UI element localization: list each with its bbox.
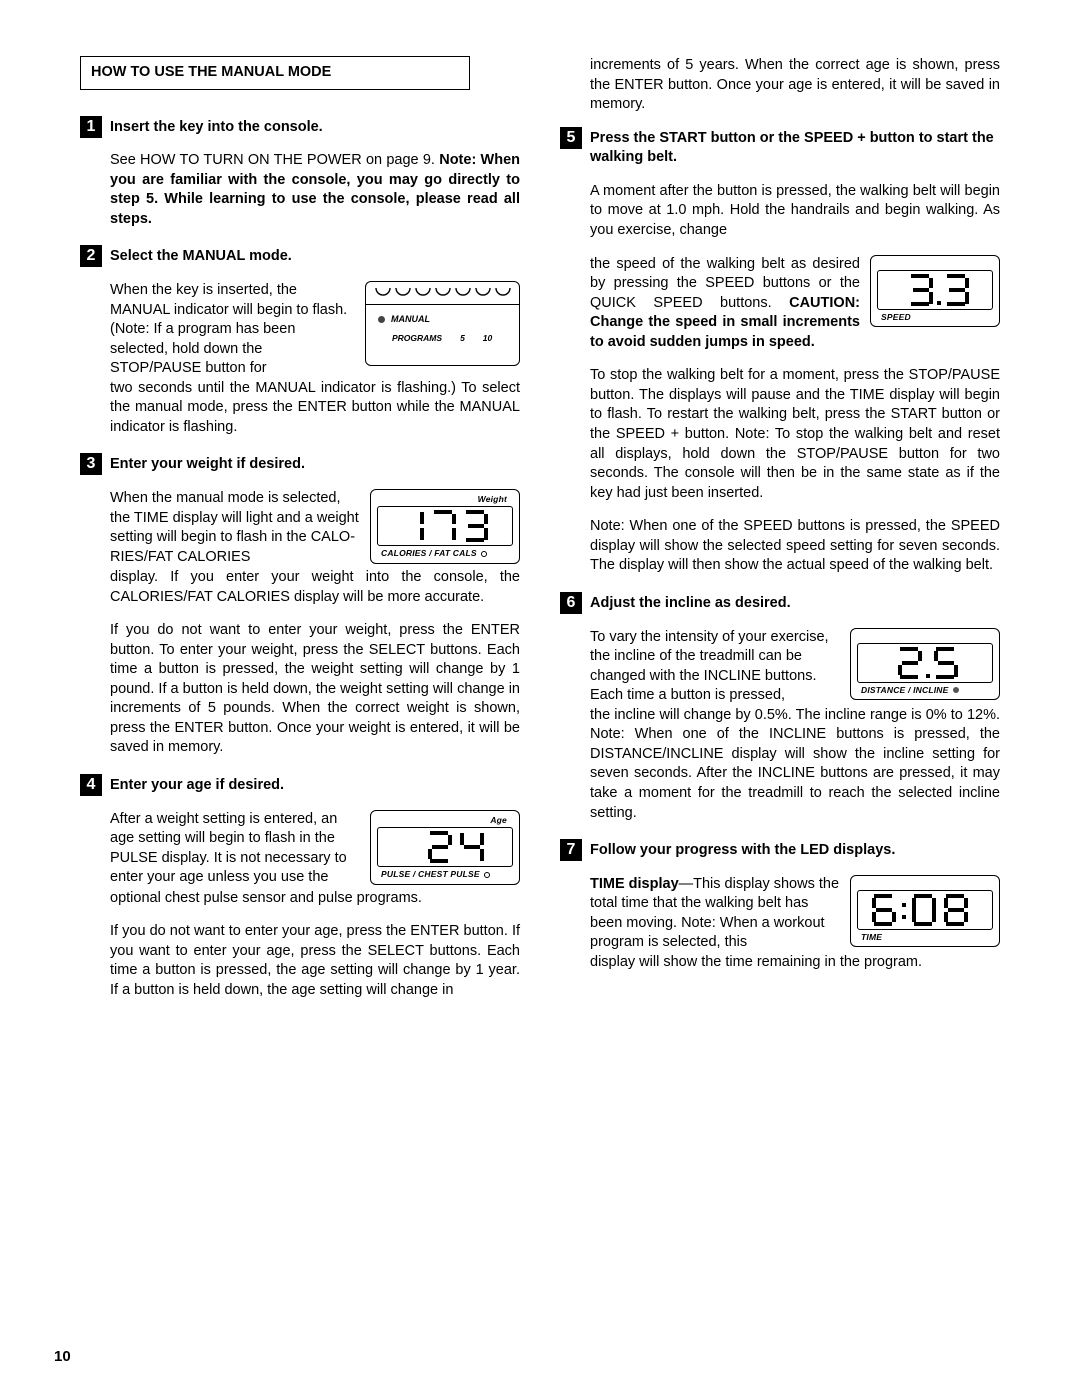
speed-bot-label: SPEED <box>881 312 911 323</box>
weight-bot-label: CALORIES / FAT CALS <box>381 548 477 559</box>
step-5-p4: Note: When one of the SPEED buttons is p… <box>590 517 1000 576</box>
step-1-p1a: See HOW TO TURN ON THE POWER on page 9. <box>110 152 439 168</box>
section-title: HOW TO USE THE MANUAL MODE <box>80 56 470 90</box>
step-7-number: 7 <box>560 839 582 861</box>
step-2-body: MANUAL PROGRAMS 5 10 When the key is inser… <box>110 281 520 379</box>
step-6-p2: the incline will change by 0.5%. The inc… <box>590 706 1000 823</box>
step-3-p3: If you do not want to enter your weight,… <box>110 621 520 758</box>
speed-lcd <box>877 270 993 310</box>
step-1-body: See HOW TO TURN ON THE POWER on page 9. … <box>110 151 520 229</box>
right-top-continuation: increments of 5 years. When the correct … <box>560 56 1000 115</box>
step-4-number: 4 <box>80 774 102 796</box>
step-2-p2: two seconds until the MANUAL indicator i… <box>110 379 520 438</box>
time-lcd <box>857 890 993 930</box>
step-7-body1: TIME TIME display—This display shows the… <box>590 875 1000 953</box>
incline-display: DISTANCE / INCLINE <box>850 628 1000 700</box>
step-4-p1: After a weight setting is entered, an ag… <box>110 811 347 886</box>
step-4: 4 Enter your age if desired. Age <box>80 776 520 1000</box>
mode-label-manual: MANUAL <box>391 313 430 325</box>
mode-label-programs: PROGRAMS <box>392 333 442 344</box>
step-2: 2 Select the MANUAL mode. <box>80 247 520 437</box>
age-top-label: Age <box>377 815 513 827</box>
step-5-title: Press the START button or the SPEED + bu… <box>590 129 1000 168</box>
step-1-number: 1 <box>80 116 102 138</box>
step-2-number: 2 <box>80 245 102 267</box>
step-3-p1: When the manual mode is selected, the TI… <box>110 490 359 565</box>
step-6-p1: To vary the intensity of your exercise, … <box>590 629 829 704</box>
step-4-p2: optional chest pulse sensor and pulse pr… <box>110 889 520 909</box>
mode-n10: 10 <box>483 333 492 344</box>
step-5-p1: A moment after the button is pressed, th… <box>590 182 1000 241</box>
weight-lcd <box>377 506 513 546</box>
step-3-title: Enter your weight if desired. <box>110 455 520 475</box>
step-5-p3: To stop the walking belt for a moment, p… <box>590 366 1000 503</box>
step-3: 3 Enter your weight if desired. Weight <box>80 455 520 758</box>
manual-page: HOW TO USE THE MANUAL MODE 1 Insert the … <box>0 0 1080 1397</box>
step-3-number: 3 <box>80 453 102 475</box>
weight-top-label: Weight <box>377 494 513 506</box>
time-bot-label: TIME <box>861 932 882 943</box>
step-2-p1: When the key is inserted, the MANUAL ind… <box>110 282 347 376</box>
step-5-p2: SPEED the speed of the walking belt as d… <box>590 255 1000 353</box>
two-column-layout: HOW TO USE THE MANUAL MODE 1 Insert the … <box>80 56 1000 1000</box>
right-column: increments of 5 years. When the correct … <box>560 56 1000 1000</box>
incline-lcd <box>857 643 993 683</box>
step-7-p2: display will show the time remaining in … <box>590 953 1000 973</box>
step-1: 1 Insert the key into the console. See H… <box>80 118 520 230</box>
age-lcd <box>377 827 513 867</box>
step-3-body1: Weight <box>110 489 520 568</box>
time-display: TIME <box>850 875 1000 947</box>
step-7: 7 Follow your progress with the LED disp… <box>560 841 1000 972</box>
step-5: 5 Press the START button or the SPEED + … <box>560 129 1000 576</box>
page-number: 10 <box>54 1347 71 1367</box>
step-5-p2c: avoid sudden jumps in speed. <box>604 334 815 350</box>
step-6-title: Adjust the incline as desired. <box>590 594 1000 614</box>
weight-display: Weight <box>370 489 520 564</box>
left-column: HOW TO USE THE MANUAL MODE 1 Insert the … <box>80 56 520 1000</box>
step-1-title: Insert the key into the console. <box>110 118 520 138</box>
step-4-title: Enter your age if desired. <box>110 776 520 796</box>
incline-bot-label: DISTANCE / INCLINE <box>861 685 949 696</box>
speed-display: SPEED <box>870 255 1000 327</box>
step-6-number: 6 <box>560 592 582 614</box>
step-4-body1: Age PUL <box>110 810 520 889</box>
step-7-title: Follow your progress with the LED displa… <box>590 841 1000 861</box>
step-7-p1a: TIME display <box>590 876 679 892</box>
age-bot-label: PULSE / CHEST PULSE <box>381 869 480 880</box>
step-2-title: Select the MANUAL mode. <box>110 247 520 267</box>
step-6: 6 Adjust the incline as desired. <box>560 594 1000 823</box>
step-6-body1: DISTANCE / INCLINE To vary the intensity… <box>590 628 1000 706</box>
step-3-p2: display. If you enter your weight into t… <box>110 568 520 607</box>
step-4-p3: If you do not want to enter your age, pr… <box>110 922 520 1000</box>
manual-mode-display: MANUAL PROGRAMS 5 10 <box>365 281 520 366</box>
mode-n5: 5 <box>460 333 465 344</box>
age-display: Age PUL <box>370 810 520 885</box>
step-5-number: 5 <box>560 127 582 149</box>
